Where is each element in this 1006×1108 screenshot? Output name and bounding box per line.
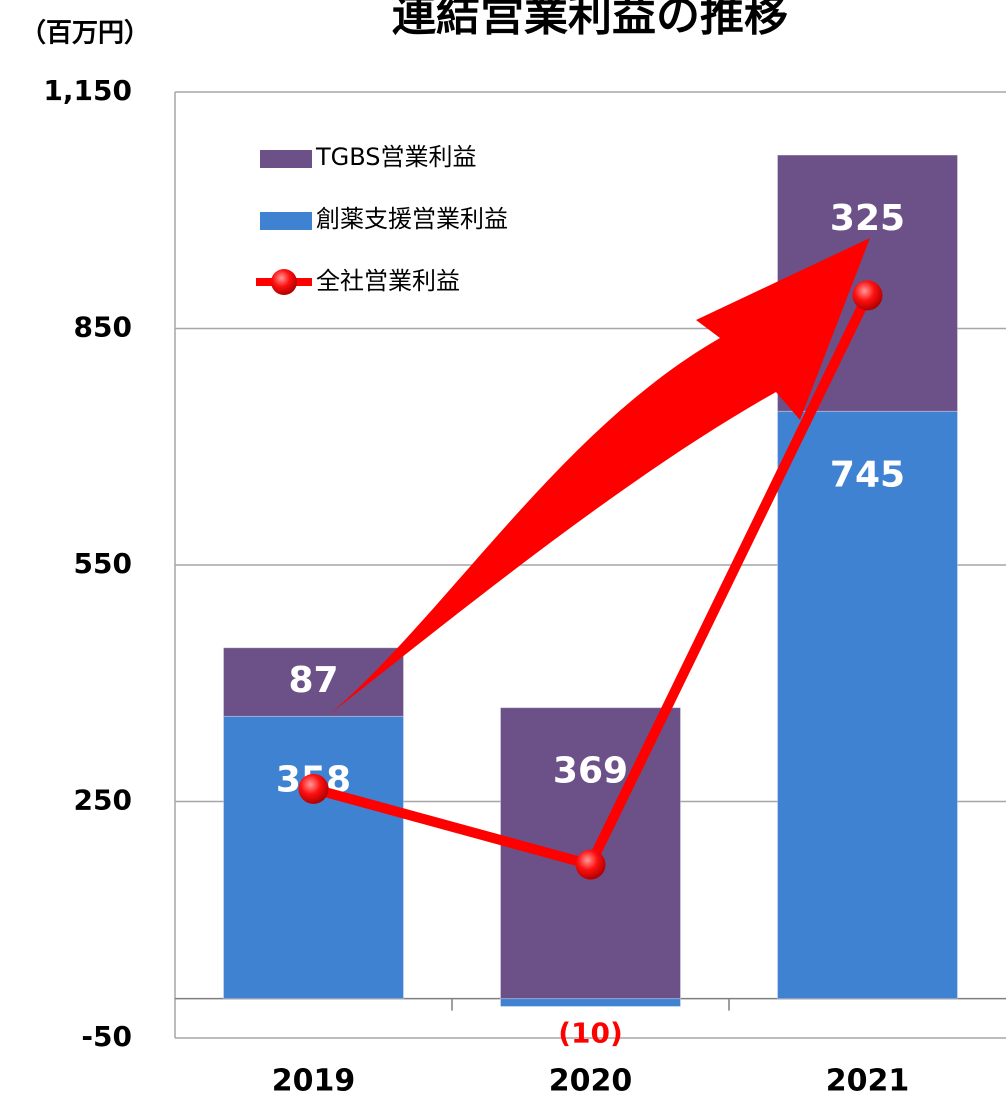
- line-marker: [852, 280, 883, 311]
- y-axis-label: （百万円）: [20, 19, 150, 49]
- data-label: 325: [830, 198, 905, 239]
- y-tick-label: -50: [81, 1020, 132, 1053]
- trend-arrow: [330, 238, 870, 714]
- x-tick-label: 2020: [549, 1064, 633, 1099]
- y-tick-label: 250: [74, 784, 132, 817]
- legend-swatch: [260, 212, 312, 230]
- data-label: 87: [288, 660, 338, 701]
- legend-label: TGBS営業利益: [315, 143, 477, 171]
- data-label: 369: [553, 751, 628, 792]
- data-label: 745: [830, 454, 905, 495]
- legend-label: 創薬支援営業利益: [316, 205, 508, 233]
- data-label: (10): [558, 1016, 623, 1049]
- x-tick-label: 2021: [826, 1064, 910, 1099]
- bar: [777, 410, 958, 1000]
- legend-swatch: [260, 150, 312, 168]
- line-marker: [575, 849, 606, 880]
- bar: [223, 715, 404, 1000]
- x-tick-label: 2019: [272, 1064, 356, 1099]
- bar: [500, 998, 681, 1007]
- y-tick-label: 1,150: [43, 74, 132, 107]
- line-marker: [298, 773, 329, 804]
- y-tick-label: 850: [74, 311, 132, 344]
- bar: [223, 647, 404, 717]
- y-tick-label: 550: [74, 547, 132, 580]
- chart-title: 連結営業利益の推移: [392, 0, 788, 41]
- legend-swatch: [271, 269, 297, 295]
- legend-label: 全社営業利益: [316, 267, 460, 295]
